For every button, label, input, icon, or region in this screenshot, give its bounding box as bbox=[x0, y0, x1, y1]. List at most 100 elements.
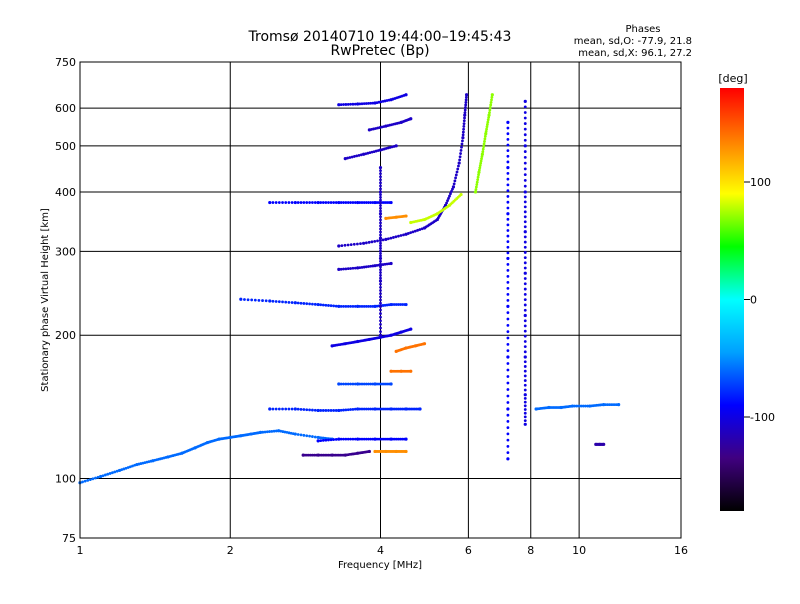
data-point bbox=[461, 136, 465, 140]
data-point bbox=[475, 183, 479, 186]
data-point bbox=[461, 139, 464, 143]
data-point bbox=[523, 379, 527, 382]
data-point bbox=[334, 304, 338, 308]
data-point bbox=[99, 474, 103, 479]
data-point bbox=[523, 235, 527, 239]
data-point bbox=[263, 430, 267, 434]
data-point bbox=[506, 311, 510, 315]
data-point bbox=[337, 103, 341, 107]
data-point bbox=[523, 200, 527, 204]
data-point bbox=[586, 404, 589, 408]
data-point bbox=[389, 236, 393, 240]
data-point bbox=[506, 420, 510, 423]
data-point bbox=[523, 220, 527, 224]
data-point bbox=[313, 408, 317, 412]
data-point bbox=[379, 268, 382, 272]
colorbar-tick-label: 100 bbox=[750, 176, 771, 189]
data-point bbox=[381, 238, 385, 242]
data-point bbox=[523, 225, 527, 229]
data-point bbox=[506, 256, 510, 261]
data-point bbox=[409, 327, 413, 331]
data-point bbox=[358, 266, 362, 270]
data-point bbox=[523, 393, 527, 397]
data-point bbox=[385, 201, 389, 204]
data-point bbox=[379, 241, 382, 245]
data-point bbox=[523, 400, 527, 404]
data-point bbox=[369, 437, 373, 441]
data-point bbox=[485, 125, 489, 129]
data-point bbox=[523, 282, 527, 286]
data-point bbox=[302, 302, 306, 305]
data-point bbox=[299, 407, 303, 411]
data-point bbox=[457, 161, 461, 165]
data-point bbox=[399, 234, 403, 237]
data-point bbox=[455, 170, 459, 174]
data-point bbox=[88, 478, 92, 481]
data-point bbox=[250, 298, 254, 302]
data-point bbox=[411, 230, 415, 234]
data-point bbox=[379, 215, 382, 219]
data-point bbox=[506, 349, 510, 353]
data-point bbox=[360, 304, 364, 308]
data-point bbox=[385, 437, 389, 441]
data-point bbox=[506, 251, 510, 255]
data-point bbox=[313, 435, 317, 439]
data-point bbox=[296, 301, 300, 305]
data-point bbox=[379, 282, 382, 286]
data-points bbox=[78, 93, 621, 485]
data-point bbox=[378, 333, 383, 337]
data-point bbox=[394, 144, 398, 148]
data-point bbox=[321, 201, 325, 204]
data-point bbox=[324, 201, 328, 204]
data-point bbox=[506, 336, 510, 340]
data-point bbox=[482, 145, 486, 148]
data-point bbox=[106, 472, 110, 476]
data-point bbox=[339, 437, 343, 441]
data-point bbox=[327, 201, 330, 204]
data-point bbox=[115, 469, 119, 473]
data-point bbox=[367, 240, 371, 244]
chart-subtitle: RwPretec (Bp) bbox=[330, 43, 429, 59]
data-point bbox=[453, 179, 457, 183]
data-point bbox=[327, 438, 330, 442]
data-point bbox=[523, 397, 527, 400]
data-point bbox=[369, 304, 373, 308]
data-point bbox=[379, 330, 382, 334]
y-axis-label: Stationary phase Virtual Height [km] bbox=[40, 208, 51, 392]
data-point bbox=[302, 433, 306, 437]
data-point bbox=[523, 271, 527, 275]
data-point bbox=[350, 155, 354, 159]
data-point bbox=[523, 383, 527, 387]
data-point bbox=[258, 430, 263, 434]
x-tick-label: 8 bbox=[527, 544, 534, 557]
data-point bbox=[523, 116, 527, 120]
data-point bbox=[293, 432, 297, 436]
data-point bbox=[296, 201, 300, 204]
data-point bbox=[378, 279, 383, 283]
data-point bbox=[381, 382, 385, 386]
data-point bbox=[506, 245, 510, 249]
data-point bbox=[369, 101, 373, 105]
data-point bbox=[379, 221, 382, 225]
data-point bbox=[461, 133, 465, 137]
y-tick-label: 200 bbox=[55, 329, 76, 342]
data-point bbox=[299, 301, 303, 305]
data-point bbox=[281, 201, 284, 204]
data-point bbox=[523, 388, 527, 392]
data-point bbox=[257, 298, 261, 302]
data-point bbox=[577, 404, 581, 408]
data-point bbox=[485, 123, 489, 126]
data-point bbox=[364, 265, 368, 269]
data-point bbox=[389, 261, 393, 266]
stats-heading: Phases bbox=[625, 24, 660, 35]
data-point bbox=[268, 200, 272, 205]
data-point bbox=[489, 103, 493, 107]
data-point bbox=[351, 266, 355, 270]
data-point bbox=[506, 269, 510, 272]
data-point bbox=[274, 300, 278, 303]
data-point bbox=[308, 201, 311, 204]
data-point bbox=[506, 394, 510, 398]
data-point bbox=[575, 404, 579, 408]
data-point bbox=[346, 102, 350, 106]
